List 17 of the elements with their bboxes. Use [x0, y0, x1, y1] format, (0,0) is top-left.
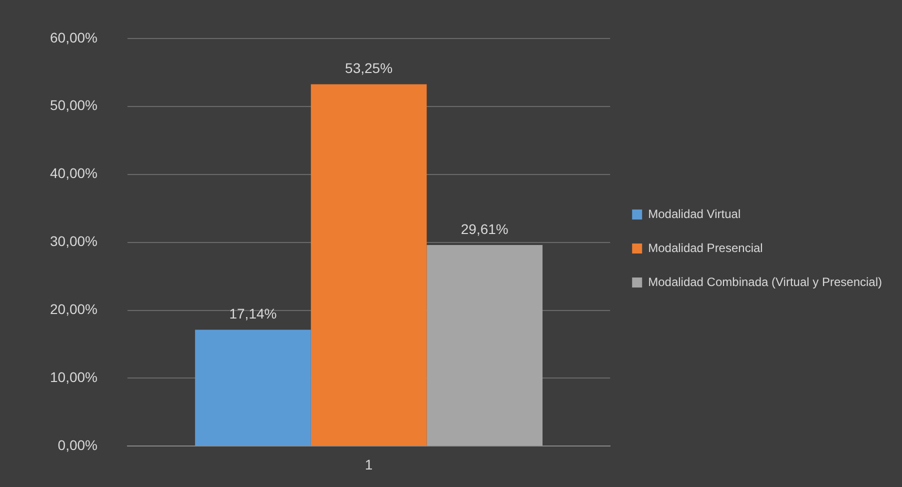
y-tick-label: 10,00% [50, 369, 98, 386]
data-label: 17,14% [229, 306, 277, 322]
x-tick-label: 1 [364, 456, 373, 472]
y-tick-label: 50,00% [50, 97, 98, 114]
y-tick-label: 0,00% [58, 437, 98, 454]
data-label: 29,61% [460, 220, 508, 237]
legend-label: Modalidad Combinada (Virtual y Presencial) [648, 274, 882, 289]
legend-label: Modalidad Presencial [648, 240, 763, 255]
y-tick-label: 30,00% [50, 233, 98, 250]
legend-label: Modalidad Virtual [648, 206, 741, 221]
bar [310, 84, 427, 446]
bar [426, 244, 543, 446]
bar [195, 330, 311, 446]
y-tick-label: 20,00% [50, 301, 98, 318]
data-label: 53,25% [345, 60, 393, 76]
y-tick-label: 40,00% [50, 165, 98, 182]
y-tick-label: 60,00% [50, 29, 98, 46]
